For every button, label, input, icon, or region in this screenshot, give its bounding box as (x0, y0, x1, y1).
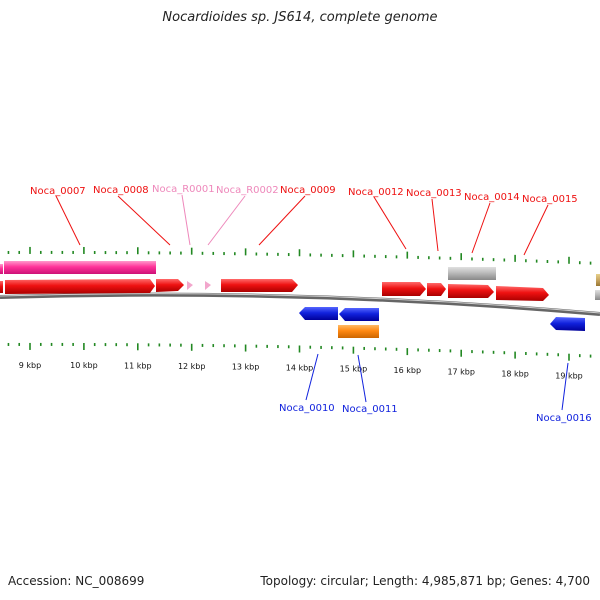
feature-noca-0009-arrow (221, 279, 298, 292)
genome-backbone-highlight (0, 293, 600, 314)
label-noca-0016: Noca_0016 (536, 362, 592, 424)
label-noca-r0001: Noca_R0001 (152, 184, 215, 246)
feature-noca-0007-arrow (5, 279, 155, 294)
feature-tan-bar (596, 274, 600, 286)
feature-noca-0015-arrow (496, 286, 549, 301)
scale-labels: 9 kbp 10 kbp 11 kbp 12 kbp 13 kbp 14 kbp 15 kb… (19, 361, 583, 381)
genome-summary-label: Topology: circular; Length: 4,985,871 bp… (260, 574, 590, 588)
feature-noca-0014-arrow (448, 284, 494, 298)
tick-row-top (7, 246, 592, 265)
scale-label: 14 kbp (286, 363, 314, 372)
svg-text:Noca_0014: Noca_0014 (464, 192, 520, 203)
feature-noca-0008-arrow (156, 279, 184, 292)
scale-label: 12 kbp (178, 362, 206, 371)
label-noca-0010: Noca_0010 (279, 353, 335, 414)
label-noca-0007: Noca_0007 (30, 186, 86, 246)
feature-orange-bar (338, 325, 379, 338)
label-noca-0015: Noca_0015 (522, 194, 578, 256)
svg-text:Noca_0007: Noca_0007 (30, 186, 86, 197)
scale-label: 15 kbp (340, 365, 368, 374)
svg-text:Noca_0016: Noca_0016 (536, 413, 592, 424)
tick-row-bottom (7, 342, 592, 361)
scale-label: 17 kbp (447, 368, 475, 377)
feature-gray-bar (448, 267, 496, 280)
scale-label: 10 kbp (70, 361, 98, 370)
feature-noca-0011-arrow (339, 308, 379, 321)
scale-label: 11 kbp (124, 361, 152, 370)
svg-text:Noca_R0001: Noca_R0001 (152, 184, 215, 195)
label-noca-0011: Noca_0011 (342, 354, 398, 415)
feature-noca-0012-arrow (382, 282, 426, 296)
map-title: Nocardioides sp. JS614, complete genome (162, 10, 438, 25)
feature-left-stub (0, 281, 3, 293)
svg-text:Noca_0012: Noca_0012 (348, 187, 404, 198)
svg-text:Noca_0009: Noca_0009 (280, 185, 336, 196)
feature-noca-0010-arrow (299, 307, 338, 320)
label-noca-0014: Noca_0014 (464, 192, 520, 254)
svg-text:Noca_R0002: Noca_R0002 (216, 185, 279, 196)
svg-text:Noca_0015: Noca_0015 (522, 194, 578, 205)
svg-text:Noca_0010: Noca_0010 (279, 403, 335, 414)
label-noca-r0002: Noca_R0002 (207, 185, 279, 246)
svg-text:Noca_0013: Noca_0013 (406, 188, 462, 199)
scale-label: 9 kbp (19, 361, 41, 370)
feature-rrna-left-stub (0, 264, 3, 274)
feature-noca-0016-arrow (550, 317, 585, 331)
feature-rrna-bar (4, 261, 156, 274)
scale-label: 16 kbp (394, 366, 422, 375)
accession-label: Accession: NC_008699 (8, 574, 145, 588)
feature-right-gray-stub (595, 290, 600, 300)
label-noca-0008: Noca_0008 (93, 185, 171, 246)
svg-text:Noca_0008: Noca_0008 (93, 185, 149, 196)
genome-backbone (0, 292, 600, 316)
label-noca-0013: Noca_0013 (406, 188, 462, 252)
label-noca-0009: Noca_0009 (258, 185, 336, 246)
scale-label: 18 kbp (501, 370, 529, 379)
scale-label: 13 kbp (232, 363, 260, 372)
feature-noca-r0001-arrow (187, 281, 193, 290)
label-noca-0012: Noca_0012 (348, 187, 407, 250)
feature-noca-0013-arrow (427, 283, 446, 296)
scale-label: 19 kbp (555, 372, 583, 381)
svg-text:Noca_0011: Noca_0011 (342, 404, 398, 415)
feature-noca-r0002-arrow (205, 281, 211, 290)
